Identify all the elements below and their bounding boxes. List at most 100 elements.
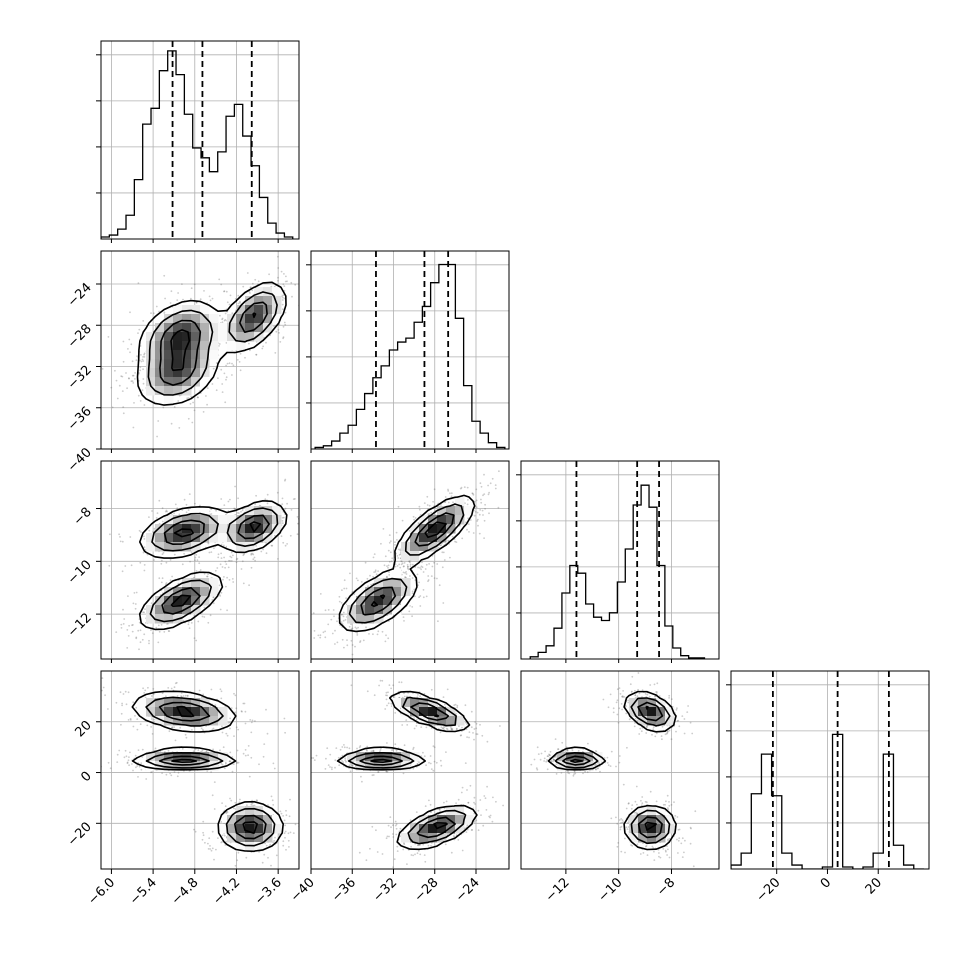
density-cell [437,515,447,525]
sample-point [216,567,219,569]
sample-point [467,523,470,525]
sample-point [473,738,475,741]
sample-point [119,691,122,694]
panel-frame [100,40,300,240]
sample-point [445,727,448,730]
sample-point [351,764,353,767]
sample-point [169,302,172,304]
sample-point [478,513,481,516]
density-cell [347,605,357,615]
sample-point [122,693,125,695]
sample-point [150,312,152,314]
sample-point [344,757,347,760]
sample-point [139,641,142,644]
sample-point [382,528,385,530]
sample-point [408,529,411,532]
sample-point [220,762,223,765]
sample-point [231,770,234,773]
sample-point [143,692,146,694]
contour-level-2 [348,503,465,624]
sample-point [194,559,196,562]
sample-point [212,748,215,751]
sample-point [134,372,137,374]
sample-point [143,353,146,356]
sample-point [327,764,330,766]
sample-point [423,755,426,758]
sample-point [215,509,218,512]
sample-point [118,384,121,387]
sample-point [425,563,428,566]
sample-point [424,805,427,807]
sample-point [325,757,327,760]
sample-point [229,751,232,754]
sample-point [273,325,275,328]
sample-point [148,642,150,645]
sample-point [473,820,476,823]
density-cell [236,323,246,333]
sample-point [365,748,368,751]
sample-point [284,311,287,314]
sample-point [127,377,130,379]
sample-point [377,771,380,773]
sample-point [218,343,221,345]
sample-point [212,367,215,370]
sample-point [296,516,299,518]
sample-point [150,629,152,631]
sample-point [160,623,163,626]
sample-point [222,746,225,749]
sample-point [502,804,504,807]
sample-point [229,727,231,730]
sample-point [236,749,239,752]
sample-point [388,560,391,563]
sample-point [464,704,467,707]
sample-point [282,840,285,843]
density-cell [428,698,438,708]
sample-point [351,765,354,767]
density-cell [464,506,474,516]
sample-point [384,640,387,643]
sample-point [187,417,190,420]
sample-point [150,718,153,720]
sample-point [224,401,227,404]
sample-point [206,575,209,578]
sample-point [439,731,442,734]
sample-point [234,507,236,510]
density-cell [155,323,165,333]
sample-point [489,482,492,485]
histogram-step-3 [731,733,924,869]
sample-point [198,562,201,565]
sample-point [136,718,139,720]
sample-point [489,816,491,819]
sample-point [396,555,399,557]
sample-point [228,721,231,724]
sample-point [139,561,142,564]
sample-point [473,514,476,517]
sample-point [176,507,179,510]
sample-point [263,743,266,745]
sample-point [134,607,137,610]
sample-point [133,592,136,594]
sample-point [437,620,439,623]
sample-point [281,497,284,500]
density-cell [209,350,219,360]
sample-point [386,835,389,838]
sample-point [455,727,458,730]
sample-point [385,698,388,701]
sample-point [134,378,136,380]
sample-point [388,534,391,536]
sample-point [390,826,392,829]
sample-point [137,776,139,778]
sample-point [385,576,388,579]
density-cell [374,761,384,771]
sample-point [208,295,211,298]
sample-point [374,569,377,572]
sample-point [401,724,404,726]
sample-point [386,742,388,744]
density-cell [164,359,174,369]
density-cell [236,842,246,852]
sample-point [483,493,486,495]
sample-point [467,517,469,520]
sample-point [289,534,292,537]
sample-point [253,804,256,807]
y-tick-label: −12 [65,610,95,640]
